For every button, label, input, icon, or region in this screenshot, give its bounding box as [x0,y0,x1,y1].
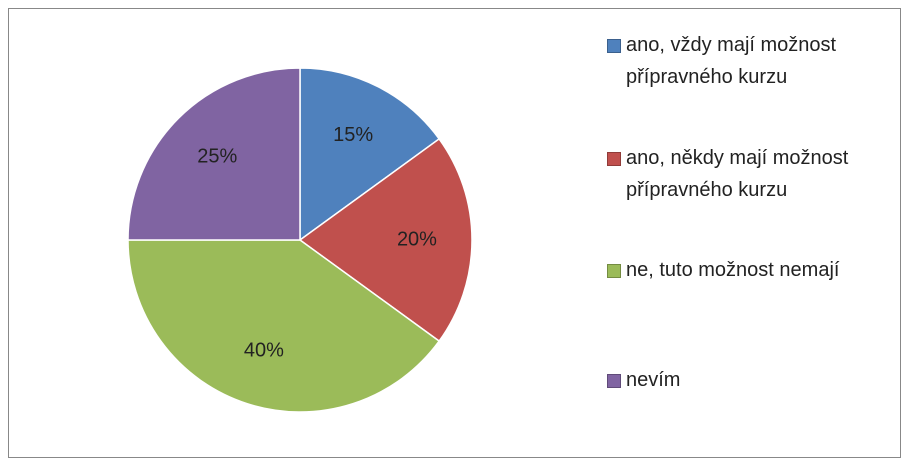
slice-label: 40% [244,340,284,362]
pie-slice [299,67,441,242]
legend-item: ne, tuto možnost nemají [607,254,897,286]
slice-label: 25% [197,146,237,168]
legend-label: ano, někdy mají možnost přípravného kurz… [626,147,849,201]
legend-label: ano, vždy mají možnost přípravného kurzu [626,34,837,88]
pie-slice [298,137,473,343]
legend-item: nevím [607,364,897,396]
legend-swatch [607,374,621,388]
legend-item: ano, vždy mají možnost přípravného kurzu [607,29,897,93]
slice-label: 20% [397,228,437,250]
legend-swatch [607,264,621,278]
legend-label: nevím [626,369,681,391]
legend-label: ne, tuto možnost nemají [626,259,840,281]
legend-item: ano, někdy mají možnost přípravného kurz… [607,142,897,206]
slice-label: 15% [333,124,373,146]
legend-swatch [607,39,621,53]
pie-slice [127,239,441,413]
pie-slice [127,67,301,241]
legend-swatch [607,152,621,166]
